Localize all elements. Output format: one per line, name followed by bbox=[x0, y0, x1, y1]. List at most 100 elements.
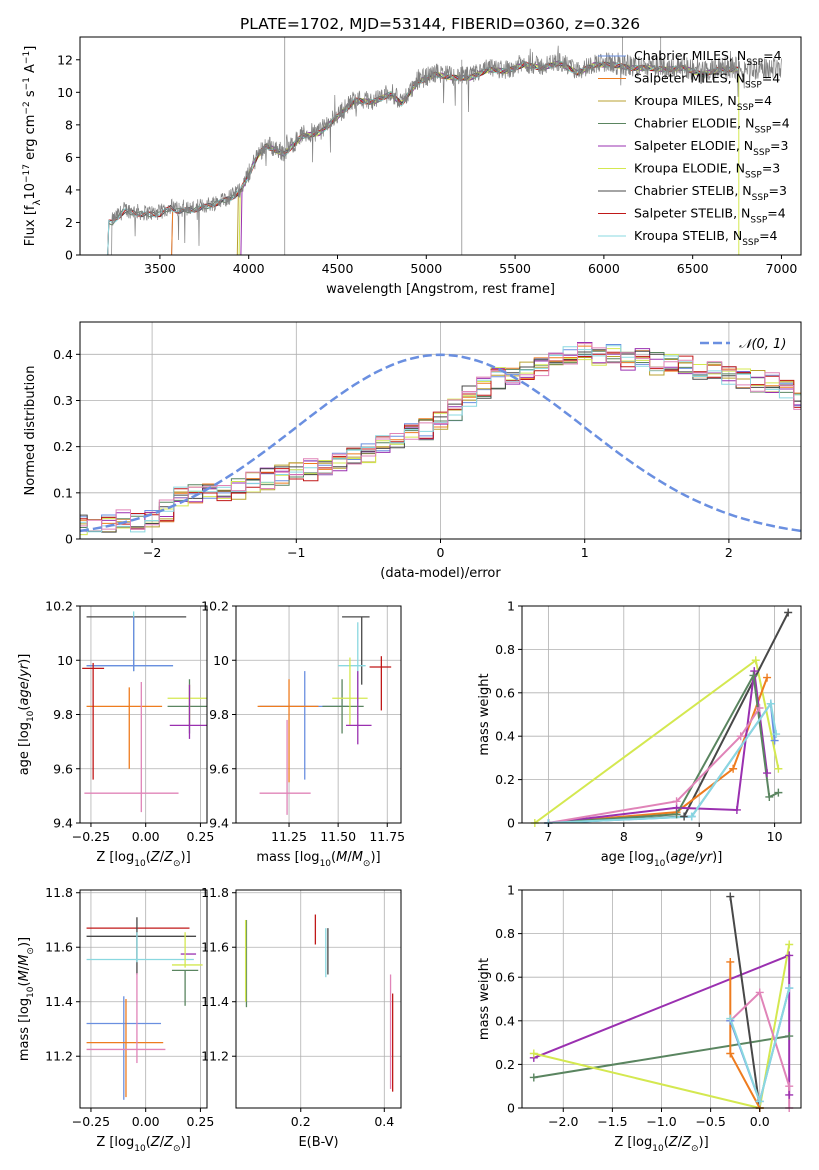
label-part: Z bbox=[668, 1135, 679, 1150]
axes-frame bbox=[235, 889, 402, 1109]
histogram-step-line bbox=[80, 351, 801, 525]
label-part: / bbox=[695, 850, 700, 865]
y-tick-label: 0.6 bbox=[495, 685, 515, 700]
axes-frame bbox=[79, 889, 208, 1109]
legend-label: Salpeter STELIB, NSSP=4 bbox=[634, 206, 786, 226]
label-part: yr bbox=[698, 850, 714, 865]
label-part: )] bbox=[181, 1135, 191, 1150]
chart-mass_vs_EBV: 0.2 0.4 11.2 11.4 11.6 11.8 E(B-V) bbox=[201, 885, 402, 1150]
y-tick-label: 4 bbox=[65, 182, 73, 197]
y-tick-label: 0.6 bbox=[495, 970, 515, 985]
y-tick-label: 11.8 bbox=[201, 885, 229, 900]
model-spectrum-line bbox=[238, 61, 740, 255]
legend-sub: SSP bbox=[754, 126, 771, 136]
label-part: −1 bbox=[22, 51, 32, 64]
y-tick-label: 10 bbox=[213, 653, 229, 668]
weight-point-marker bbox=[755, 703, 764, 712]
weight-point-marker bbox=[736, 732, 745, 741]
x-tick-label: 0.4 bbox=[374, 1114, 394, 1129]
label-part: M bbox=[336, 850, 347, 865]
legend-n: =4 bbox=[759, 228, 777, 243]
y-tick-label: 10.2 bbox=[45, 599, 73, 614]
plot-area bbox=[86, 917, 203, 1100]
x-tick-label: 0.25 bbox=[187, 829, 215, 844]
x-tick-label: 1 bbox=[581, 545, 589, 560]
weight-point-marker bbox=[785, 984, 794, 993]
weight-series-line bbox=[548, 707, 761, 823]
legend-lib: Salpeter ELODIE, N bbox=[634, 138, 753, 153]
observed-spectrum-line bbox=[103, 45, 782, 255]
plot-area bbox=[80, 342, 801, 536]
legend-sub: SSP bbox=[746, 58, 763, 68]
label-part: Z bbox=[150, 850, 161, 865]
y-tick-label: 1 bbox=[507, 599, 515, 614]
weight-point-marker bbox=[785, 951, 794, 960]
model-spectrum-line bbox=[106, 61, 739, 255]
label-part: M bbox=[352, 850, 363, 865]
y-tick-label: 9.4 bbox=[53, 816, 73, 831]
weight-point-marker bbox=[763, 769, 772, 778]
label-part: mass [log bbox=[17, 998, 32, 1061]
model-spectrum-line bbox=[106, 61, 739, 255]
x-axis-label: mass [log10(M/M⊙)] bbox=[256, 850, 380, 869]
label-part: erg cm bbox=[23, 115, 38, 164]
y-tick-label: 2 bbox=[65, 215, 73, 230]
y-tick-label: 0.2 bbox=[495, 772, 515, 787]
legend-label: Kroupa MILES, NSSP=4 bbox=[634, 93, 772, 113]
label-part: ( bbox=[665, 850, 670, 865]
weight-point-marker bbox=[729, 764, 738, 773]
label-part: ⊙ bbox=[691, 1144, 699, 1154]
label-part: ( bbox=[146, 850, 151, 865]
label-part: age bbox=[670, 850, 694, 865]
y-axis-label: mass [log10(M/M⊙)] bbox=[17, 937, 36, 1061]
x-tick-label: 6500 bbox=[677, 261, 709, 276]
legend-sub: SSP bbox=[750, 216, 767, 226]
label-part: M bbox=[17, 955, 32, 966]
weight-point-marker bbox=[774, 764, 783, 773]
label-part: 10 bbox=[320, 859, 332, 869]
y-tick-label: 0.8 bbox=[495, 926, 515, 941]
chart-residual_hist: −2 −1 0 1 2 0 0.1 0.2 0.3 0.4 (data-model)/error No… bbox=[23, 321, 802, 581]
y-tick-label: 0.4 bbox=[495, 1013, 515, 1028]
label-part: age [log bbox=[17, 722, 32, 775]
label-part: Z bbox=[150, 1135, 161, 1150]
label-part: (data-model)/error bbox=[380, 566, 501, 581]
label-part: s bbox=[23, 90, 38, 101]
legend-label: Salpeter MILES, NSSP=4 bbox=[634, 71, 780, 91]
label-part: / bbox=[160, 850, 165, 865]
x-axis-label: Z [log10(Z/Z⊙)] bbox=[614, 1135, 708, 1154]
legend-lib: Salpeter MILES, N bbox=[634, 71, 745, 86]
y-tick-label: 0.3 bbox=[53, 393, 73, 408]
weight-point-marker bbox=[785, 1032, 794, 1041]
label-part: )] bbox=[699, 1135, 709, 1150]
weight-series-line bbox=[533, 1035, 790, 1079]
x-tick-label: 4500 bbox=[322, 261, 354, 276]
weight-point-marker bbox=[763, 673, 772, 682]
y-tick-label: 6 bbox=[65, 150, 73, 165]
x-tick-label: 0.25 bbox=[187, 1114, 215, 1129]
legend-n: =4 bbox=[754, 93, 772, 108]
y-tick-label: 0.4 bbox=[53, 347, 73, 362]
label-part: λ bbox=[32, 199, 43, 205]
y-tick-label: 0 bbox=[65, 532, 73, 547]
label-part: ( bbox=[17, 981, 32, 986]
x-tick-label: 6000 bbox=[588, 261, 620, 276]
y-tick-label: 11.4 bbox=[45, 994, 73, 1009]
legend-lib: Salpeter STELIB, N bbox=[634, 206, 750, 221]
label-part: / bbox=[17, 676, 32, 681]
x-axis-label: E(B-V) bbox=[298, 1135, 338, 1150]
legend-lib: Chabrier STELIB, N bbox=[634, 183, 752, 198]
x-tick-label: 0.0 bbox=[750, 1114, 770, 1129]
legend-sub: SSP bbox=[752, 193, 769, 203]
weight-point-marker bbox=[785, 940, 794, 949]
label-part: 10 bbox=[26, 986, 36, 998]
legend-lib: Chabrier ELODIE, N bbox=[634, 116, 754, 131]
x-tick-label: 11.75 bbox=[369, 829, 405, 844]
plot-area bbox=[82, 611, 207, 813]
weight-point-marker bbox=[750, 667, 759, 676]
weight-point-marker bbox=[766, 699, 775, 708]
